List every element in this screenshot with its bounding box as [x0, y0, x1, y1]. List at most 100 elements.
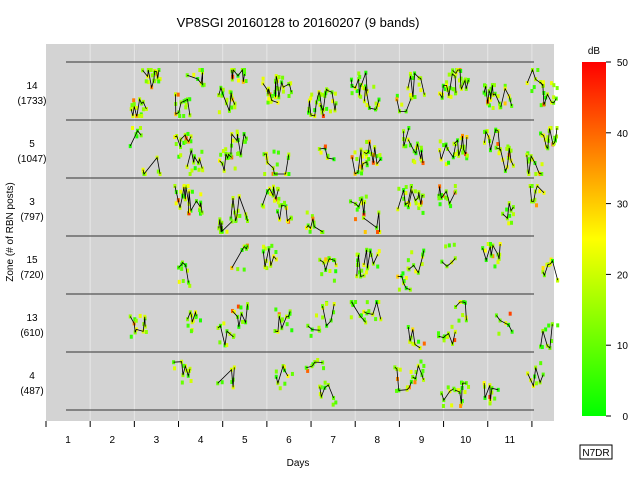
spot-marker: [546, 135, 550, 140]
spot-marker: [360, 171, 364, 176]
spot-marker: [328, 109, 332, 114]
trend-line: [319, 384, 334, 399]
spot-marker: [443, 87, 447, 92]
trend-line: [540, 81, 557, 106]
spot-marker: [552, 83, 556, 88]
trend-line: [394, 366, 412, 391]
spot-marker: [176, 92, 180, 97]
trend-line: [319, 258, 337, 272]
spot-marker: [540, 162, 544, 167]
spot-marker: [188, 208, 192, 213]
row-labels: 14 (1733) 5 (1047) 3 (797) 15 (720) 13 (610) 4 (487…: [18, 81, 47, 397]
spot-marker: [362, 86, 366, 91]
spot-marker: [539, 103, 543, 108]
spot-marker: [174, 142, 178, 147]
trend-line: [407, 189, 424, 208]
spot-marker: [225, 229, 229, 234]
spot-marker: [422, 92, 426, 97]
spot-marker: [421, 210, 425, 215]
spot-marker: [331, 402, 335, 407]
spot-marker: [323, 144, 327, 149]
spot-marker: [362, 150, 366, 155]
spot-marker: [365, 154, 369, 159]
spot-marker: [507, 152, 511, 157]
trend-line: [142, 69, 160, 89]
trend-line: [482, 243, 501, 262]
spot-marker: [186, 323, 190, 328]
trend-line: [322, 303, 335, 327]
spot-marker: [483, 248, 487, 253]
spot-marker: [135, 134, 139, 139]
trend-line: [351, 149, 368, 175]
spot-marker: [156, 169, 160, 174]
spot-marker: [535, 203, 539, 208]
x-tick-label: 5: [242, 435, 248, 446]
spot-marker: [350, 91, 354, 96]
spot-marker: [188, 283, 192, 288]
row-zone-label: 3: [29, 197, 35, 208]
x-tick-label: 7: [330, 435, 336, 446]
spot-marker: [441, 404, 445, 408]
trend-line: [186, 150, 203, 169]
spot-marker: [408, 287, 412, 292]
spot-marker: [365, 103, 369, 108]
spot-marker: [144, 79, 148, 84]
spot-marker: [261, 249, 265, 254]
spot-marker: [218, 340, 222, 345]
spot-marker: [236, 151, 240, 156]
spot-marker: [270, 243, 274, 248]
spot-marker: [233, 105, 237, 110]
spot-marker: [276, 100, 280, 105]
spot-marker: [197, 167, 201, 172]
trend-line: [230, 196, 248, 222]
spot-marker: [539, 361, 543, 366]
trend-line: [187, 310, 197, 323]
trend-line: [396, 98, 412, 112]
spot-marker: [262, 244, 266, 249]
spot-marker: [402, 196, 406, 201]
spot-marker: [242, 267, 246, 272]
spot-marker: [393, 365, 397, 370]
spot-marker: [276, 187, 280, 192]
spot-marker: [453, 184, 457, 188]
trend-line: [217, 325, 234, 346]
spot-marker: [229, 152, 233, 157]
spot-marker: [243, 71, 247, 76]
spot-marker: [447, 72, 451, 77]
spot-marker: [181, 278, 185, 283]
spot-marker: [395, 93, 399, 98]
spot-marker: [506, 144, 510, 149]
spot-marker: [401, 271, 405, 276]
spot-marker: [274, 369, 278, 374]
spot-marker: [318, 92, 322, 97]
spot-marker: [445, 334, 449, 339]
spot-marker: [321, 230, 325, 234]
trend-line: [319, 88, 337, 112]
spot-marker: [316, 358, 320, 362]
trend-line: [218, 86, 236, 112]
spot-marker: [509, 148, 513, 153]
spot-marker: [446, 385, 450, 390]
spot-marker: [556, 323, 560, 328]
spot-marker: [459, 76, 463, 81]
credit-label: N7DR: [582, 448, 609, 459]
spot-marker: [538, 172, 542, 176]
spot-marker: [281, 89, 285, 94]
spot-marker: [539, 344, 543, 349]
trend-line: [527, 367, 544, 388]
spot-marker: [364, 194, 368, 199]
spot-marker: [539, 131, 543, 136]
trend-line: [231, 245, 248, 269]
trend-line: [350, 198, 365, 215]
spot-marker: [489, 242, 493, 246]
spot-marker: [533, 197, 537, 202]
spot-marker: [555, 134, 559, 139]
spot-marker: [218, 230, 222, 234]
spot-marker: [281, 75, 285, 80]
spot-marker: [413, 380, 417, 385]
trend-line: [129, 316, 146, 333]
spot-marker: [545, 145, 549, 150]
trend-line: [496, 315, 513, 332]
spot-marker: [287, 94, 291, 99]
